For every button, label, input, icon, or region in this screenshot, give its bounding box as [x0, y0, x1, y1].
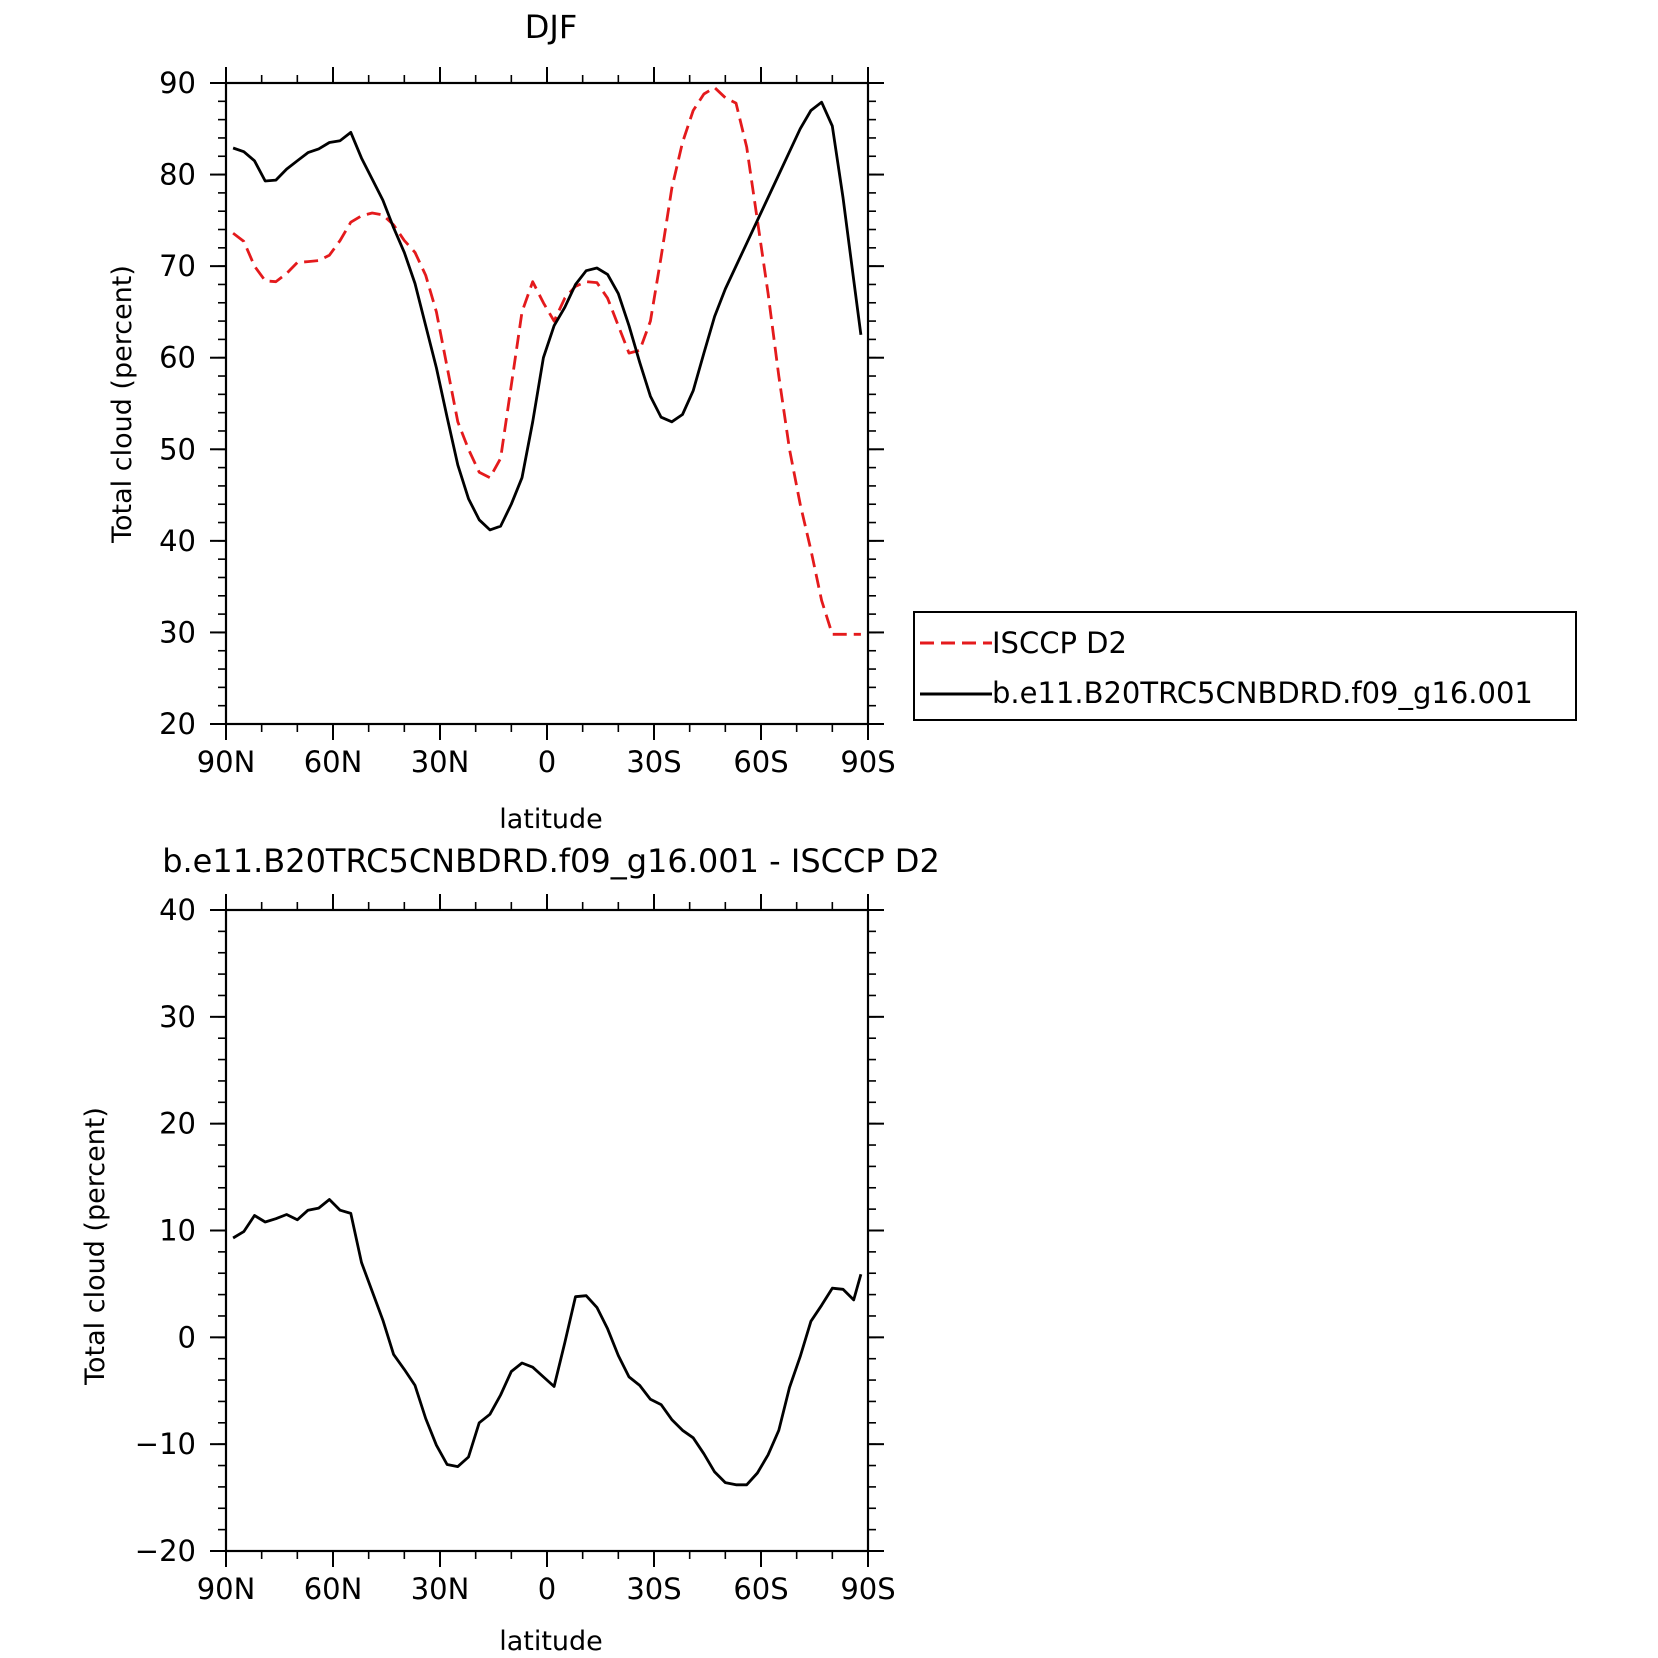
legend-box [913, 611, 1577, 721]
top-series-line-0 [232, 86, 861, 636]
top-panel: DJF latitude Total cloud (percent) 20 30 4… [107, 8, 896, 835]
bottom-y-tick-label: 30 [159, 1000, 196, 1034]
bottom-x-tick-label: 30N [411, 1572, 470, 1606]
bottom-y-tick-label: 0 [178, 1320, 196, 1354]
top-y-tick-label: 20 [159, 707, 196, 741]
bottom-x-tick-label: 90N [197, 1572, 256, 1606]
top-x-tick-label: 90S [840, 745, 895, 779]
bottom-x-tick-label: 0 [538, 1572, 556, 1606]
bottom-panel-title: b.e11.B20TRC5CNBDRD.f09_g16.001 - ISCCP … [162, 842, 940, 880]
bottom-x-tick-label: 60S [733, 1572, 788, 1606]
bottom-y-tick-label: −20 [135, 1534, 196, 1568]
bottom-x-tick-label: 90S [840, 1572, 895, 1606]
top-x-tick-label: 30S [626, 745, 681, 779]
top-x-tick-label: 30N [411, 745, 470, 779]
bottom-plot-frame [224, 908, 870, 1553]
top-y-tick-label: 70 [159, 249, 196, 283]
top-y-tick-label: 80 [159, 158, 196, 192]
legend: ISCCP D2 b.e11.B20TRC5CNBDRD.f09_g16.001 [913, 611, 1577, 721]
bottom-y-tick-label: 40 [159, 893, 196, 927]
bottom-x-tick-label: 30S [626, 1572, 681, 1606]
top-x-tick-label: 0 [538, 745, 556, 779]
top-y-axis-label: Total cloud (percent) [107, 265, 138, 544]
bottom-x-tick-label: 60N [304, 1572, 363, 1606]
top-x-axis-label: latitude [499, 804, 603, 835]
top-plot-frame [224, 81, 870, 726]
bottom-y-tick-label: 20 [159, 1107, 196, 1141]
top-y-tick-label: 60 [159, 341, 196, 375]
bottom-panel: b.e11.B20TRC5CNBDRD.f09_g16.001 - ISCCP … [80, 842, 940, 1657]
bottom-y-tick-label: −10 [135, 1427, 196, 1461]
bottom-y-axis-label: Total cloud (percent) [80, 1107, 111, 1386]
top-y-tick-label: 40 [159, 524, 196, 558]
bottom-y-tick-label: 10 [159, 1214, 196, 1248]
top-x-tick-label: 60S [733, 745, 788, 779]
top-y-tick-label: 30 [159, 615, 196, 649]
top-x-tick-label: 60N [304, 745, 363, 779]
top-x-tick-label: 90N [197, 745, 256, 779]
legend-label-isccp: ISCCP D2 [992, 626, 1127, 660]
legend-label-model: b.e11.B20TRC5CNBDRD.f09_g16.001 [992, 676, 1533, 710]
top-y-tick-label: 90 [159, 66, 196, 100]
bottom-x-axis-label: latitude [499, 1626, 603, 1657]
top-series-line-1 [232, 100, 863, 532]
top-panel-title: DJF [525, 8, 577, 46]
top-y-tick-label: 50 [159, 432, 196, 466]
bottom-series-line-0 [232, 1198, 863, 1487]
